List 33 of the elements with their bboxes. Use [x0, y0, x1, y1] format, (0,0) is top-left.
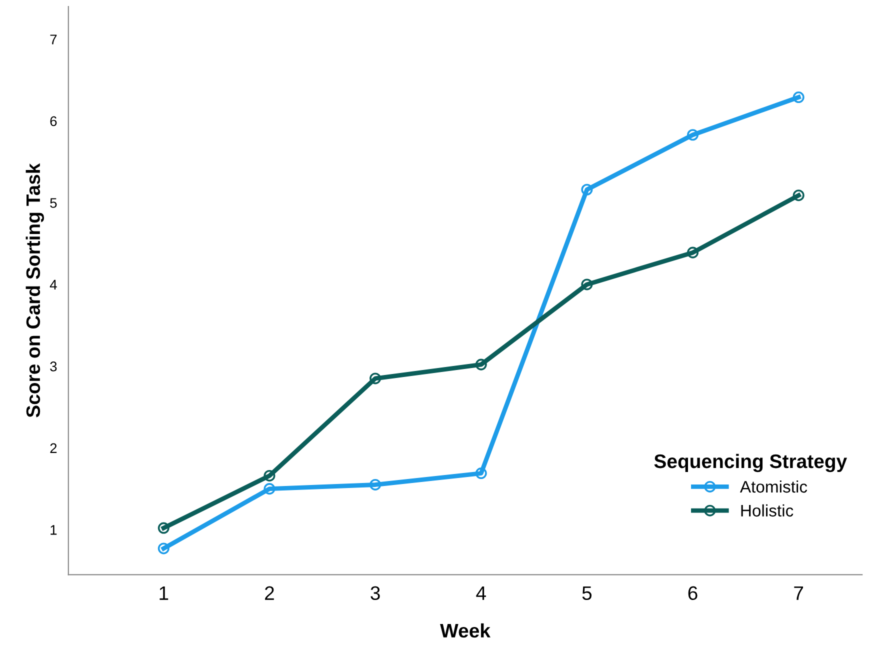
point: [158, 522, 170, 534]
y-tick-label: 1: [50, 525, 57, 535]
y-tick-label: 7: [50, 34, 57, 44]
point: [581, 278, 593, 290]
point: [475, 358, 487, 370]
point: [158, 542, 170, 554]
x-tick-label: 1: [160, 586, 168, 600]
point: [792, 92, 804, 104]
point: [687, 246, 699, 258]
x-tick-label: 4: [476, 586, 486, 600]
legend-label: Holistic: [741, 504, 794, 517]
x-tick-label: 7: [794, 586, 804, 600]
point: [475, 468, 487, 480]
point: [264, 483, 276, 495]
x-tick-label: 6: [688, 586, 698, 600]
legend-title: Sequencing Strategy: [654, 454, 847, 472]
legend-label: Atomistic: [740, 480, 808, 493]
y-axis-title: Score on Card Sorting Task: [26, 163, 44, 418]
y-tick-label: 6: [50, 116, 57, 126]
point: [581, 184, 593, 196]
y-tick-label: 5: [50, 198, 57, 208]
point: [792, 190, 804, 202]
y-tick-label: 3: [50, 362, 57, 372]
x-tick-label: 2: [265, 586, 274, 600]
point: [687, 129, 699, 141]
point: [264, 470, 276, 482]
y-tick-label: 2: [50, 443, 57, 453]
x-tick-label: 3: [370, 586, 380, 600]
x-axis-title: Week: [440, 623, 490, 638]
point: [370, 372, 382, 384]
point: [370, 478, 382, 490]
x-tick-label: 5: [582, 586, 592, 600]
y-tick-label: 4: [50, 280, 57, 290]
